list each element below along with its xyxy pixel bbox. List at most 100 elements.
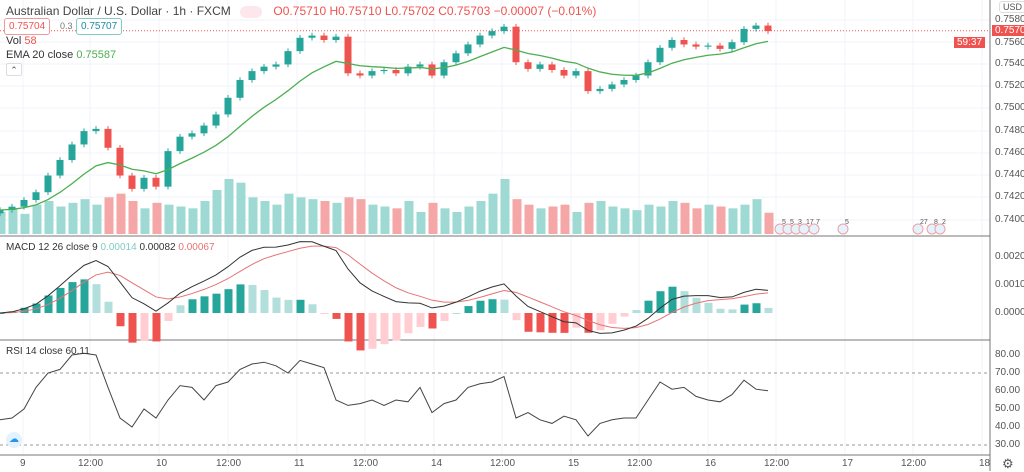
candle [596, 88, 604, 92]
macd-histogram-bar [440, 313, 449, 321]
candle [416, 64, 424, 67]
volume-bar [656, 206, 666, 234]
macd-histogram-bar [548, 313, 557, 333]
currency-label[interactable]: USD [999, 1, 1024, 13]
collapse-legend-button[interactable]: ⌃ [6, 63, 22, 76]
volume-bar [308, 199, 318, 234]
volume-bar [152, 202, 162, 234]
candle [272, 64, 280, 67]
ohlc-values: O0.75710 H0.75710 L0.75702 C0.75703 −0.0… [273, 4, 597, 18]
macd-histogram-bar [284, 299, 293, 313]
buy-price[interactable]: 0.75707 [76, 18, 123, 35]
macd-tick: 0.00000 [995, 307, 1024, 318]
rsi-tick: 40.00 [995, 421, 1021, 432]
candle [8, 206, 16, 210]
candle [632, 75, 640, 80]
volume-bar [404, 201, 414, 234]
macd-histogram-bar [140, 313, 149, 341]
economic-event-icon [912, 223, 924, 235]
settings-gear-icon[interactable]: ⚙ [1002, 456, 1014, 471]
ema-line [0, 40, 769, 211]
volume-bar [488, 193, 498, 234]
volume-bar [296, 197, 306, 234]
candle [668, 40, 676, 48]
candle [524, 62, 532, 69]
economic-event-icon [934, 223, 946, 235]
volume-bar [500, 179, 510, 234]
rsi-tick: 60.00 [995, 385, 1021, 396]
candle [704, 45, 712, 47]
volume-bar [32, 204, 42, 234]
candle [464, 44, 472, 54]
volume-bar [416, 212, 426, 234]
volume-bar [548, 206, 558, 234]
candle [344, 36, 352, 74]
macd-histogram-bar [464, 306, 473, 313]
sell-price[interactable]: 0.75704 [4, 18, 51, 35]
macd-histogram-bar [296, 299, 305, 313]
macd-histogram-bar [212, 293, 221, 313]
candle [560, 70, 568, 76]
volume-bar [620, 208, 630, 234]
macd-histogram-bar [80, 279, 89, 313]
volume-bar [524, 204, 534, 234]
rsi-tick: 70.00 [995, 367, 1021, 378]
macd-histogram-bar [644, 300, 653, 313]
volume-bar [44, 201, 54, 234]
macd-histogram-bar [680, 291, 689, 313]
macd-histogram-bar [752, 303, 761, 313]
volume-bar [0, 212, 6, 234]
macd-histogram-bar [0, 313, 5, 314]
macd-histogram-bar [344, 313, 353, 342]
event-count: 17 [806, 219, 814, 226]
volume-bar [680, 202, 690, 234]
event-count: 7 [816, 219, 820, 226]
volume-bar [428, 202, 438, 234]
volume-bar [512, 199, 522, 234]
candle [452, 53, 460, 63]
volume-bar [668, 201, 678, 234]
chart-legend: Australian Dollar / U.S. Dollar · 1h · F… [6, 4, 596, 18]
macd-histogram-bar [728, 309, 737, 313]
candle [188, 133, 196, 137]
volume-bar [104, 197, 114, 234]
macd-histogram-bar [572, 313, 581, 328]
volume-bar [740, 204, 750, 234]
volume-bar [380, 206, 390, 234]
macd-histogram-bar [392, 313, 401, 341]
macd-histogram-bar [128, 313, 137, 343]
volume-bar [80, 199, 90, 234]
spread: 0.3 [60, 21, 73, 31]
cloud-icon[interactable]: ☁ [6, 432, 22, 448]
candle [716, 45, 724, 49]
time-tick: 12:00 [764, 458, 790, 469]
volume-bar [332, 202, 342, 234]
event-count: 5 [782, 219, 786, 226]
volume-bar [632, 210, 642, 234]
macd-histogram-bar [92, 284, 101, 313]
volume-bar [704, 204, 714, 234]
candle [104, 128, 112, 148]
macd-histogram-bar [188, 299, 197, 313]
candle [752, 25, 760, 29]
candle [740, 28, 748, 43]
volume-bar [716, 206, 726, 234]
volume-bar [200, 201, 210, 234]
macd-histogram-bar [668, 286, 677, 313]
candle [404, 66, 412, 74]
candle [608, 84, 616, 89]
candle [332, 36, 340, 40]
event-count: 5 [790, 219, 794, 226]
macd-histogram-bar [620, 313, 629, 317]
candle [356, 73, 364, 76]
volume-bar [440, 208, 450, 234]
candle [572, 71, 580, 76]
candle [176, 136, 184, 152]
macd-histogram-bar [704, 302, 713, 313]
